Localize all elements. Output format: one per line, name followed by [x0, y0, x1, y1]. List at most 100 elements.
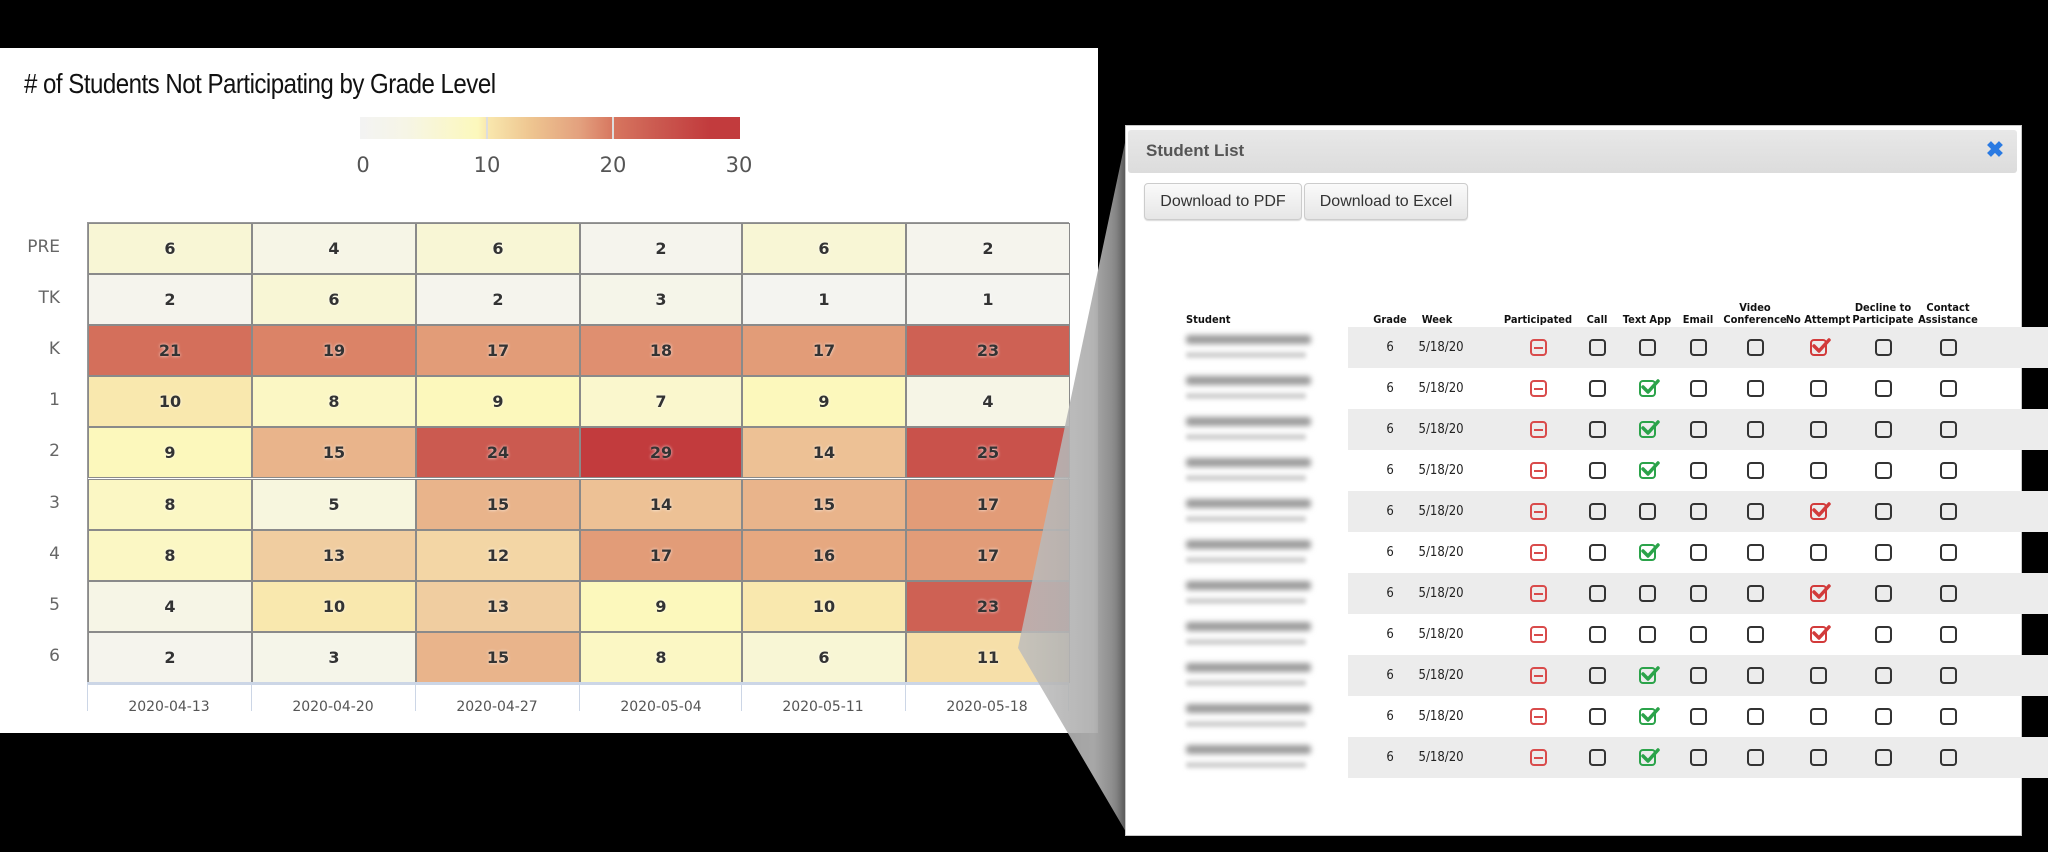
checkbox-unchecked[interactable] [1810, 421, 1827, 438]
heatmap-cell[interactable]: 19 [252, 325, 416, 377]
heatmap-cell[interactable]: 12 [416, 529, 580, 581]
heatmap-cell[interactable]: 8 [88, 529, 252, 581]
heatmap-cell[interactable]: 21 [88, 325, 252, 377]
checkbox-unchecked[interactable] [1747, 339, 1764, 356]
column-header[interactable]: Email [1682, 313, 1714, 326]
checkbox-unchecked[interactable] [1747, 585, 1764, 602]
heatmap-cell[interactable]: 5 [252, 478, 416, 530]
checkbox-unchecked[interactable] [1747, 503, 1764, 520]
checkbox-unchecked[interactable] [1589, 503, 1606, 520]
checkbox-unchecked[interactable] [1747, 380, 1764, 397]
checkbox-unchecked[interactable] [1589, 708, 1606, 725]
checkbox-checked[interactable] [1810, 338, 1831, 356]
heatmap-cell[interactable]: 25 [906, 427, 1070, 479]
checkbox-unchecked[interactable] [1690, 421, 1707, 438]
heatmap-cell[interactable]: 15 [742, 478, 906, 530]
checkbox-unchecked[interactable] [1810, 667, 1827, 684]
heatmap-cell[interactable]: 17 [742, 325, 906, 377]
checkbox-unchecked[interactable] [1690, 339, 1707, 356]
checkbox-unchecked[interactable] [1690, 749, 1707, 766]
checkbox-unchecked[interactable] [1690, 626, 1707, 643]
checkbox-checked[interactable] [1810, 584, 1831, 602]
heatmap-cell[interactable]: 6 [88, 223, 252, 274]
heatmap-cell[interactable]: 2 [416, 274, 580, 326]
checkbox-unchecked[interactable] [1589, 585, 1606, 602]
heatmap-cell[interactable]: 29 [580, 427, 742, 479]
checkbox-checked[interactable] [1639, 420, 1660, 438]
checkbox-unchecked[interactable] [1747, 544, 1764, 561]
checkbox-unchecked[interactable] [1639, 339, 1656, 356]
heatmap-cell[interactable]: 16 [742, 529, 906, 581]
heatmap-cell[interactable]: 15 [252, 427, 416, 479]
heatmap-cell[interactable]: 3 [580, 274, 742, 326]
column-header[interactable]: Grade [1373, 313, 1407, 326]
column-header[interactable]: No Attempt [1785, 313, 1851, 326]
checkbox-unchecked[interactable] [1690, 708, 1707, 725]
checkbox-unchecked[interactable] [1875, 421, 1892, 438]
checkbox-unchecked[interactable] [1747, 462, 1764, 479]
checkbox-unchecked[interactable] [1589, 626, 1606, 643]
heatmap-cell[interactable]: 9 [742, 376, 906, 428]
download-excel-button[interactable]: Download to Excel [1304, 183, 1468, 220]
checkbox-unchecked[interactable] [1747, 626, 1764, 643]
checkbox-unchecked[interactable] [1589, 544, 1606, 561]
heatmap-cell[interactable]: 6 [416, 223, 580, 274]
checkbox-unchecked[interactable] [1875, 708, 1892, 725]
checkbox-unchecked[interactable] [1690, 667, 1707, 684]
checkbox-unchecked[interactable] [1940, 339, 1957, 356]
checkbox-unchecked[interactable] [1690, 503, 1707, 520]
heatmap-cell[interactable]: 9 [88, 427, 252, 479]
checkbox-unchecked[interactable] [1875, 339, 1892, 356]
heatmap-cell[interactable]: 2 [88, 274, 252, 326]
heatmap-cell[interactable]: 6 [742, 631, 906, 683]
heatmap-cell[interactable]: 2 [580, 223, 742, 274]
checkbox-unchecked[interactable] [1940, 749, 1957, 766]
checkbox-unchecked[interactable] [1589, 462, 1606, 479]
checkbox-unchecked[interactable] [1940, 503, 1957, 520]
checkbox-unchecked[interactable] [1875, 544, 1892, 561]
heatmap-cell[interactable]: 15 [416, 631, 580, 683]
checkbox-unchecked[interactable] [1639, 503, 1656, 520]
checkbox-unchecked[interactable] [1875, 749, 1892, 766]
checkbox-checked[interactable] [1639, 666, 1660, 684]
heatmap-cell[interactable]: 10 [252, 580, 416, 632]
heatmap-cell[interactable]: 13 [416, 580, 580, 632]
checkbox-unchecked[interactable] [1690, 380, 1707, 397]
checkbox-checked[interactable] [1639, 379, 1660, 397]
heatmap-cell[interactable]: 17 [906, 478, 1070, 530]
heatmap-cell[interactable]: 17 [906, 529, 1070, 581]
heatmap-cell[interactable]: 14 [580, 478, 742, 530]
column-header[interactable]: Student [1186, 313, 1231, 326]
checkbox-checked[interactable] [1639, 707, 1660, 725]
checkbox-unchecked[interactable] [1589, 421, 1606, 438]
heatmap-cell[interactable]: 2 [88, 631, 252, 683]
checkbox-unchecked[interactable] [1589, 339, 1606, 356]
checkbox-unchecked[interactable] [1875, 585, 1892, 602]
checkbox-unchecked[interactable] [1940, 626, 1957, 643]
heatmap-cell[interactable]: 3 [252, 631, 416, 683]
heatmap-cell[interactable]: 1 [906, 274, 1070, 326]
checkbox-unchecked[interactable] [1875, 626, 1892, 643]
checkbox-unchecked[interactable] [1940, 585, 1957, 602]
column-header[interactable]: Participated [1503, 313, 1573, 326]
checkbox-unchecked[interactable] [1940, 421, 1957, 438]
checkbox-unchecked[interactable] [1589, 667, 1606, 684]
checkbox-unchecked[interactable] [1875, 503, 1892, 520]
heatmap-cell[interactable]: 8 [88, 478, 252, 530]
heatmap-cell[interactable]: 2 [906, 223, 1070, 274]
checkbox-unchecked[interactable] [1940, 708, 1957, 725]
checkbox-checked[interactable] [1810, 625, 1831, 643]
heatmap-cell[interactable]: 24 [416, 427, 580, 479]
checkbox-unchecked[interactable] [1940, 544, 1957, 561]
checkbox-checked[interactable] [1639, 461, 1660, 479]
checkbox-unchecked[interactable] [1810, 749, 1827, 766]
checkbox-unchecked[interactable] [1690, 544, 1707, 561]
heatmap-cell[interactable]: 15 [416, 478, 580, 530]
heatmap-cell[interactable]: 6 [742, 223, 906, 274]
column-header[interactable]: Contact Assistance [1918, 301, 1978, 326]
heatmap-cell[interactable]: 7 [580, 376, 742, 428]
checkbox-unchecked[interactable] [1810, 544, 1827, 561]
heatmap-cell[interactable]: 6 [252, 274, 416, 326]
checkbox-unchecked[interactable] [1589, 749, 1606, 766]
heatmap-cell[interactable]: 8 [580, 631, 742, 683]
